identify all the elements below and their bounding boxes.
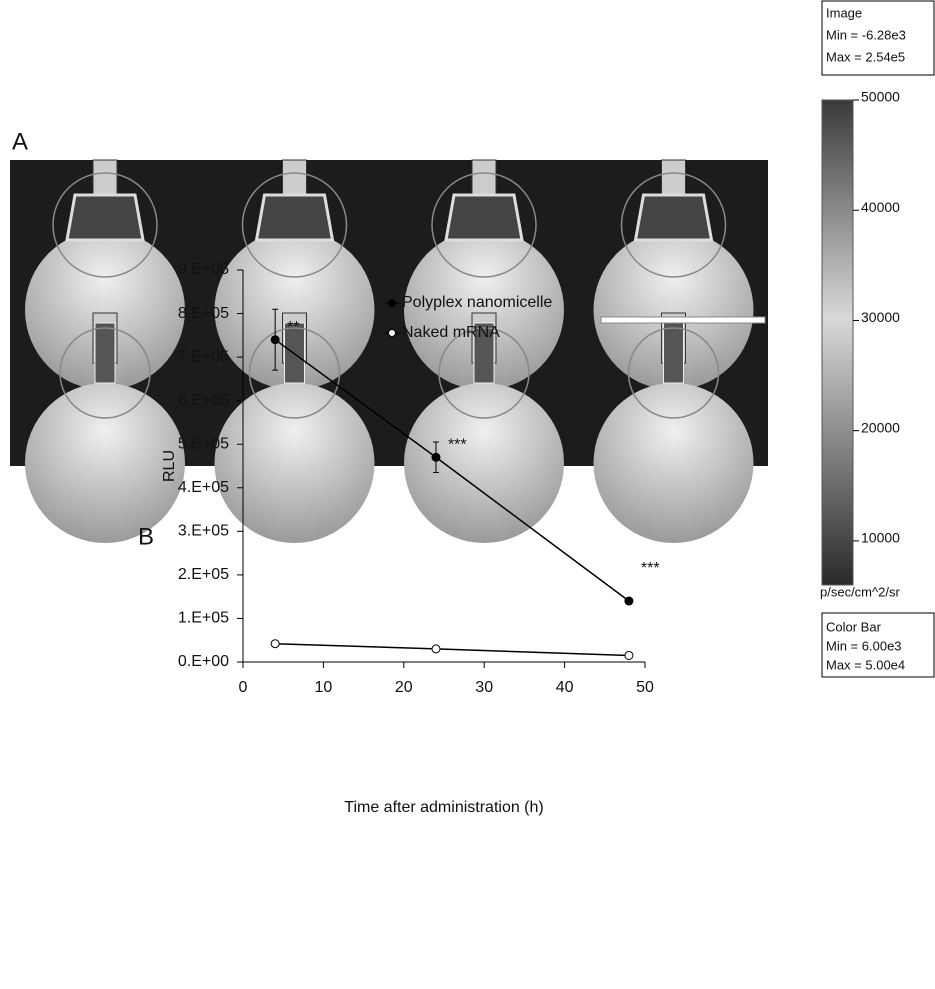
colorbar-tick-label: 50000 bbox=[861, 89, 900, 105]
color-bar bbox=[821, 99, 854, 586]
significance: *** bbox=[448, 437, 467, 454]
colorbar-tick-label: 40000 bbox=[861, 199, 900, 215]
y-axis-label: RLU bbox=[161, 450, 178, 482]
colorbar-tick-label: 20000 bbox=[861, 419, 900, 435]
y-tick-label: 6.E+05 bbox=[178, 392, 229, 409]
roi bbox=[431, 172, 537, 278]
legend-label: Naked mRNA bbox=[402, 324, 500, 341]
y-tick-label: 9.E+05 bbox=[178, 261, 229, 278]
mouse bbox=[25, 383, 185, 543]
marker bbox=[431, 452, 441, 462]
significance: ** bbox=[287, 319, 299, 336]
marker bbox=[431, 644, 441, 654]
mouse bbox=[214, 383, 375, 543]
roi bbox=[59, 327, 151, 419]
marker bbox=[624, 596, 634, 606]
y-tick-label: 4.E+05 bbox=[178, 479, 229, 496]
x-axis-label: Time after administration (h) bbox=[344, 799, 543, 816]
roi bbox=[241, 172, 348, 278]
mouse bbox=[593, 383, 754, 543]
y-tick-label: 1.E+05 bbox=[178, 610, 229, 627]
image-grid bbox=[10, 159, 768, 543]
header-line: Image bbox=[826, 5, 862, 20]
mouse bbox=[404, 230, 564, 390]
colorbar-tick-label: 10000 bbox=[861, 530, 900, 546]
colorbar-unit: p/sec/cm^2/sr bbox=[820, 584, 900, 599]
roi bbox=[52, 172, 158, 278]
signal bbox=[473, 322, 495, 384]
roi bbox=[627, 327, 720, 419]
signal bbox=[65, 193, 145, 242]
mouse bbox=[214, 230, 375, 390]
x-tick-label: 30 bbox=[475, 679, 493, 696]
x-tick-label: 40 bbox=[556, 679, 574, 696]
scale-bar bbox=[600, 316, 766, 324]
y-tick-label: 7.E+05 bbox=[178, 348, 229, 365]
signal bbox=[663, 322, 684, 384]
marker bbox=[624, 650, 634, 660]
signal bbox=[94, 322, 116, 384]
footer-line: Min = 6.00e3 bbox=[826, 638, 902, 653]
header-line: Min = -6.28e3 bbox=[826, 27, 906, 42]
y-tick-label: 8.E+05 bbox=[178, 305, 229, 322]
header-line: Max = 2.54e5 bbox=[826, 49, 905, 64]
footer-line: Color Bar bbox=[826, 619, 882, 634]
panel-label: B bbox=[138, 523, 154, 550]
series-line bbox=[275, 642, 629, 657]
legend-label: Polyplex nanomicelle bbox=[402, 294, 552, 311]
y-tick-label: 5.E+05 bbox=[178, 435, 229, 452]
signal bbox=[633, 193, 714, 242]
header-box bbox=[821, 0, 935, 76]
roi bbox=[620, 172, 727, 278]
roi bbox=[438, 327, 530, 419]
x-tick-label: 0 bbox=[239, 679, 248, 696]
mouse bbox=[593, 230, 754, 390]
marker bbox=[270, 335, 280, 345]
legend-marker bbox=[388, 329, 396, 337]
x-tick-label: 50 bbox=[636, 679, 654, 696]
footer-box bbox=[821, 612, 935, 678]
significance: *** bbox=[641, 560, 660, 577]
roi bbox=[248, 327, 341, 419]
y-tick-label: 3.E+05 bbox=[178, 523, 229, 540]
panel-label: A bbox=[12, 128, 28, 155]
x-tick-label: 10 bbox=[315, 679, 333, 696]
legend-marker bbox=[388, 299, 396, 307]
footer-line: Max = 5.00e4 bbox=[826, 657, 905, 672]
y-tick-label: 2.E+05 bbox=[178, 566, 229, 583]
marker bbox=[270, 639, 280, 649]
signal bbox=[444, 193, 524, 242]
x-tick-label: 20 bbox=[395, 679, 413, 696]
y-tick-label: 0.E+00 bbox=[178, 653, 229, 670]
mouse bbox=[404, 383, 564, 543]
signal bbox=[254, 193, 335, 242]
colorbar-tick-label: 30000 bbox=[861, 309, 900, 325]
mouse bbox=[25, 230, 185, 390]
